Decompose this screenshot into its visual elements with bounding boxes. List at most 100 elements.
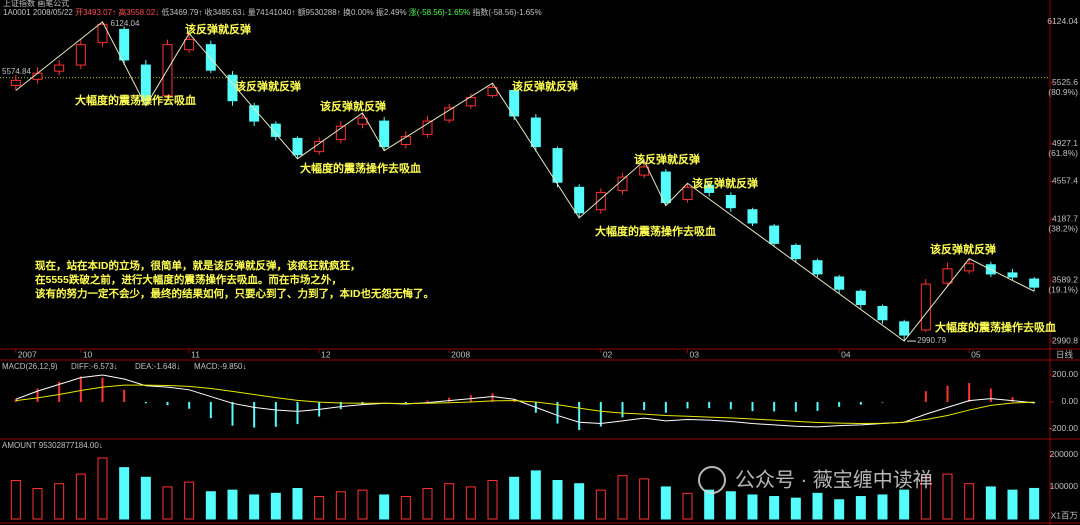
volume-bar (75, 473, 86, 520)
candle-body (834, 276, 845, 290)
watermark-icon (698, 466, 726, 494)
volume-bar (660, 486, 671, 520)
candle-body (75, 44, 86, 66)
watermark: 公众号 · 薇宝缠中读禅 (735, 468, 933, 491)
volume-bar (32, 488, 43, 520)
instrument-name: 上证指数 画笔公式 (3, 0, 69, 8)
volume-bar (357, 489, 368, 520)
y-tick-note: (19.1%) (1048, 284, 1078, 294)
candle-body (335, 125, 346, 140)
quote-item: 2008/05/22 (33, 8, 74, 17)
candle-body (790, 244, 801, 260)
quote-item: 换0.00% (343, 7, 374, 17)
candle-body (422, 120, 433, 135)
volume-bar (227, 489, 238, 520)
candle-body (920, 283, 931, 331)
quote-item: 低3469.79↑ (161, 7, 202, 17)
volume-bar (855, 496, 866, 520)
y-tick-label: 4927.1 (1052, 138, 1078, 148)
annotation: 该反弹就反弹 (320, 99, 386, 113)
y-tick-label: -200.00 (1049, 423, 1078, 433)
quote-bar: 1A0001 2008/05/22 开3493.07↑ 高3558.02↓ 低3… (3, 7, 542, 17)
x-tick-label: 02 (603, 349, 613, 359)
volume-bar (270, 492, 281, 520)
candle-body (617, 176, 628, 191)
volume-bar (465, 486, 476, 520)
quote-item: 额9530288↑ (298, 7, 341, 17)
zigzag-line (15, 21, 1035, 342)
candle-body (942, 268, 953, 284)
candle-body (877, 306, 888, 321)
x-tick-label: 10 (83, 349, 93, 359)
volume-bar (964, 483, 975, 520)
volume-bar (877, 494, 888, 520)
annotation: 大幅度的震荡操作去吸血 (595, 224, 716, 238)
candle-body (530, 117, 541, 148)
candle-body (270, 123, 281, 137)
volume-bar (97, 457, 108, 520)
annotation: 该反弹就反弹 (235, 79, 301, 93)
volume-bar (682, 492, 693, 520)
volume-bar (10, 480, 21, 520)
candle-body (552, 148, 563, 183)
macd-label: DEA:-1.648↓ (135, 362, 180, 371)
period-label: 日线 (1056, 349, 1074, 359)
volume-bar (509, 476, 520, 520)
volume-bar (942, 473, 953, 520)
volume-bar (725, 491, 736, 520)
volume-bar (162, 486, 173, 520)
marks: 6124.04 5525.6(80.9%) 4927.1(61.8%) 4557.4 4… (0, 16, 1078, 520)
candle-body (10, 79, 21, 86)
candle-body (574, 186, 585, 214)
candle-body (184, 39, 195, 51)
candle-body (660, 171, 671, 204)
y-tick-label: 200000 (1050, 449, 1079, 459)
x-tick-label: 12 (321, 349, 331, 359)
comment-line: 在5555跌破之前，进行大幅度的震荡操作去吸血。而在市场之外， (35, 273, 342, 286)
y-tick-label: 3589.2 (1052, 274, 1078, 284)
candle-body (747, 209, 758, 224)
volume-bar (834, 499, 845, 520)
max-label: 6124.04 (111, 19, 140, 28)
annotation: 该反弹就反弹 (634, 152, 700, 166)
candle-body (119, 28, 130, 61)
volume-bar (487, 480, 498, 520)
y-tick-label: 2990.8 (1052, 335, 1078, 345)
candle-body (899, 321, 910, 336)
y-tick-note: (80.9%) (1048, 87, 1078, 97)
volume-bar (1029, 487, 1040, 520)
volume-bar (119, 467, 130, 520)
volume-bar (205, 491, 216, 520)
volume-bar (595, 489, 606, 520)
quote-item: 涨(-58.56)-1.65% (409, 7, 470, 17)
volume-bar (292, 488, 303, 520)
quote-item: 收3485.63↓ (205, 7, 246, 17)
annotation: 大幅度的震荡操作去吸血 (75, 93, 196, 107)
y-tick-note: (38.2%) (1048, 223, 1078, 233)
x-tick-label: 04 (841, 349, 851, 359)
volume-bar (335, 491, 346, 520)
volume-bar (769, 496, 780, 520)
volume-bar (920, 476, 931, 520)
macd-label: DIFF:-6.573↓ (71, 362, 118, 371)
volume-bar (704, 489, 715, 520)
reference-label: 5574.84 (2, 67, 31, 76)
candle-body (379, 120, 390, 148)
candle-body (725, 194, 736, 209)
volume-bar (639, 478, 650, 520)
annotation: 该反弹就反弹 (512, 79, 578, 93)
volume-bar (422, 488, 433, 520)
candle-body (812, 260, 823, 275)
volume-bar (314, 496, 325, 520)
x-tick-label: 2007 (18, 349, 37, 359)
volume-bar (54, 483, 65, 520)
y-tick-label: 0.00 (1061, 396, 1078, 406)
macd-label: MACD:-9.850↓ (194, 362, 246, 371)
volume-bar (899, 489, 910, 520)
quote-item: 振2.49% (376, 7, 407, 17)
y-tick-note: (61.8%) (1048, 148, 1078, 158)
volume-bar (617, 475, 628, 520)
y-tick-label: 4557.4 (1052, 176, 1078, 186)
candle-body (465, 97, 476, 107)
volume-bar (249, 494, 260, 520)
